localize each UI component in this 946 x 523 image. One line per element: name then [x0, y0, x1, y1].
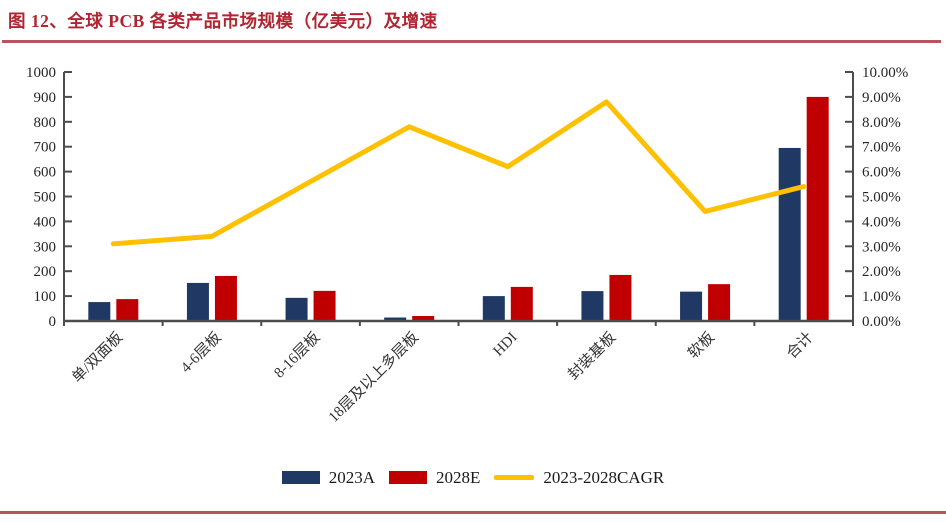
legend-swatch-2028e [388, 470, 427, 484]
bar-2028e-封装基板 [609, 274, 632, 321]
left-axis-tick-label: 700 [34, 140, 57, 156]
legend-swatch-2023a [281, 470, 320, 484]
x-axis-category-label: 合计 [783, 329, 816, 362]
right-axis-tick-label: 0.00% [862, 314, 901, 330]
legend-line-swatch-cagr [494, 474, 535, 480]
title-divider [2, 40, 941, 43]
cagr-line-series [110, 99, 807, 247]
x-axis-category-label: 软板 [684, 328, 718, 362]
bar-2028e-单/双面板 [116, 299, 139, 321]
bar-2028e-软板 [708, 284, 731, 321]
bar-2028e-合计 [806, 96, 829, 322]
x-axis-category-label: 8-16层板 [270, 328, 323, 381]
right-axis-tick-label: 5.00% [862, 190, 901, 206]
legend-label-cagr: 2023-2028CAGR [543, 467, 665, 487]
bar-2023a-8-16层板 [285, 297, 308, 321]
right-axis-tick-label: 3.00% [862, 239, 901, 255]
left-axis-tick-label: 0 [49, 314, 57, 330]
x-axis-category-label: 18层及以上多层板 [324, 328, 422, 426]
bar-2028e-18层及以上多层板 [412, 316, 435, 321]
chart-legend: 2023A 2028E 2023-2028CAGR [0, 466, 946, 488]
bar-2028e-4-6层板 [214, 275, 237, 321]
bar-2028e-HDI [510, 286, 533, 321]
left-axis-tick-label: 200 [34, 264, 57, 280]
right-axis-tick-label: 6.00% [862, 165, 901, 181]
left-axis-tick-label: 600 [34, 165, 57, 181]
figure-title: 图 12、全球 PCB 各类产品市场规模（亿美元）及增速 [8, 11, 438, 31]
legend-item-cagr: 2023-2028CAGR [494, 469, 664, 486]
bar-2023a-4-6层板 [186, 282, 209, 321]
bottom-divider [0, 511, 946, 514]
legend-item-2023a: 2023A [281, 467, 375, 487]
bar-2023a-HDI [482, 296, 505, 321]
bar-2023a-单/双面板 [88, 302, 111, 321]
right-axis-tick-label: 1.00% [862, 289, 901, 305]
left-axis-tick-label: 1000 [26, 65, 56, 81]
left-axis-tick-label: 500 [34, 190, 57, 206]
legend-label-2028e: 2028E [435, 467, 481, 487]
legend-label-2023a: 2023A [328, 467, 375, 487]
x-axis-category-label: 封装基板 [564, 328, 619, 383]
x-axis-category-label: HDI [490, 330, 520, 360]
left-axis-tick-label: 100 [34, 289, 57, 305]
legend-item-2028e: 2028E [388, 467, 481, 487]
right-axis-tick-label: 10.00% [862, 65, 908, 81]
right-axis-tick-label: 9.00% [862, 90, 901, 106]
bar-2023a-封装基板 [581, 291, 604, 321]
left-axis-tick-label: 400 [34, 214, 57, 230]
bar-2023a-软板 [680, 291, 703, 321]
right-axis-tick-label: 4.00% [862, 214, 901, 230]
x-axis-category-label: 4-6层板 [177, 328, 225, 376]
left-axis-tick-label: 800 [34, 115, 57, 131]
x-axis-category-label: 单/双面板 [68, 328, 126, 386]
bar-2028e-8-16层板 [313, 290, 336, 321]
left-axis-tick-label: 900 [34, 90, 57, 106]
pcb-market-chart: 0 100 200 300 400 500 600 700 800 900 1000 0.00% 1.0… [26, 65, 908, 426]
bar-2023a-合计 [778, 147, 801, 321]
right-axis-tick-label: 7.00% [862, 140, 901, 156]
right-axis-tick-label: 8.00% [862, 115, 901, 131]
right-axis-tick-label: 2.00% [862, 264, 901, 280]
left-axis-tick-label: 300 [34, 239, 57, 255]
bar-2023a-18层及以上多层板 [384, 317, 407, 321]
